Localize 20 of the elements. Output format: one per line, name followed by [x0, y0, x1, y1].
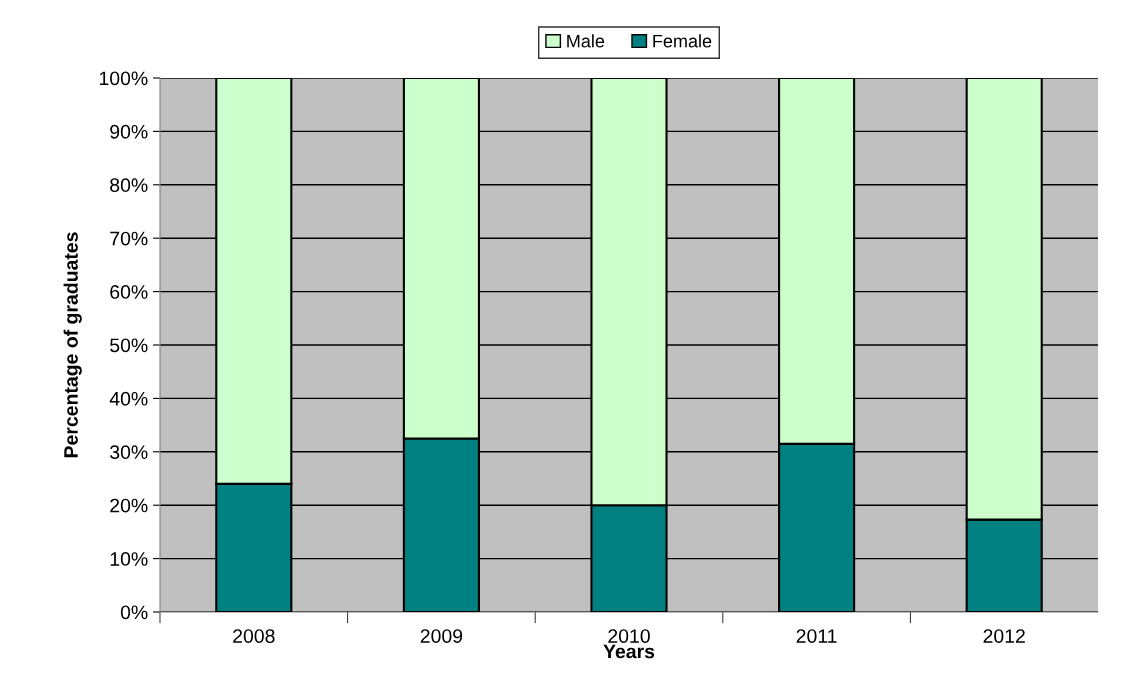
y-tick-label: 10%	[110, 552, 148, 566]
y-tick-label: 30%	[110, 445, 148, 460]
y-tick-label: 40%	[109, 391, 148, 406]
x-tick-label: 2011	[796, 629, 837, 643]
y-tick-label: 60%	[110, 285, 148, 299]
x-tick-label: 2008	[233, 629, 275, 643]
x-tick-label: 2010	[608, 629, 650, 643]
y-tick-label: 50%	[110, 338, 148, 353]
y-tick-label: 90%	[110, 124, 148, 139]
y-tick-label: 100%	[99, 71, 148, 86]
y-tick-label: 20%	[110, 498, 148, 513]
x-axis-title: Years	[603, 644, 655, 659]
legend-label: Male	[567, 34, 605, 48]
y-tick-label: 80%	[110, 178, 148, 193]
x-tick-label: 2009	[420, 629, 463, 643]
x-tick-label: 2012	[983, 629, 1025, 643]
y-tick-label: 0%	[120, 605, 148, 620]
legend-label: Female	[653, 34, 712, 48]
y-tick-label: 70%	[110, 231, 148, 246]
y-axis-title: Percentage of graduates	[63, 232, 82, 458]
